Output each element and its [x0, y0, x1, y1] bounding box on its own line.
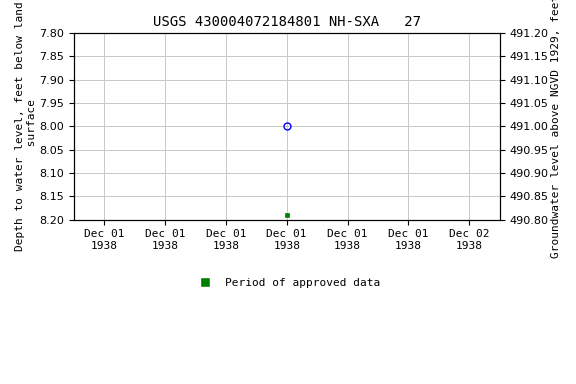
Y-axis label: Depth to water level, feet below land
 surface: Depth to water level, feet below land su… [15, 2, 37, 251]
Legend: Period of approved data: Period of approved data [189, 274, 384, 293]
Y-axis label: Groundwater level above NGVD 1929, feet: Groundwater level above NGVD 1929, feet [551, 0, 561, 258]
Title: USGS 430004072184801 NH-SXA   27: USGS 430004072184801 NH-SXA 27 [153, 15, 420, 29]
